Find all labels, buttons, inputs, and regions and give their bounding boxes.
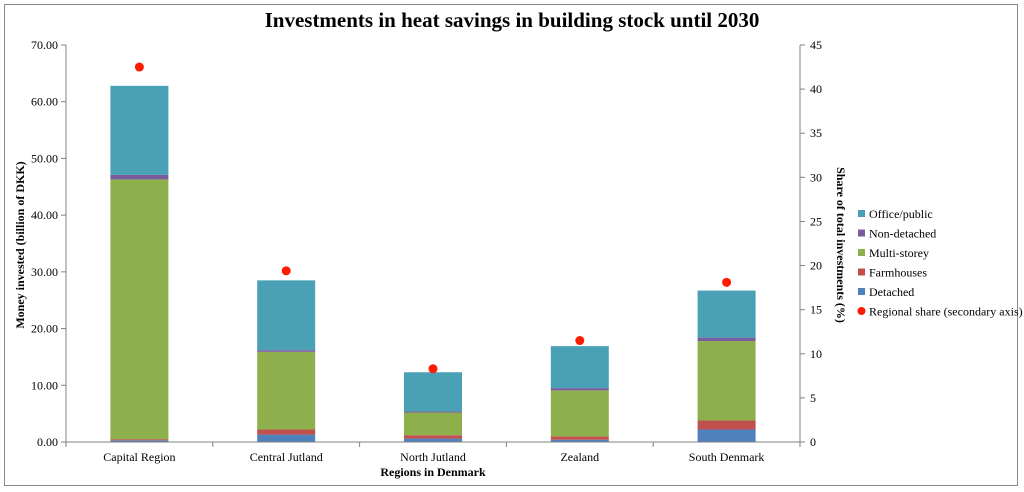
bar-detached [697, 429, 756, 442]
legend-label: Farmhouses [869, 266, 927, 280]
y2-tick-label: 40 [810, 82, 822, 96]
bar-non-detached [110, 174, 169, 180]
y2-tick-label: 20 [810, 259, 822, 273]
regional-share-point [575, 336, 585, 346]
y-tick-label: 70.00 [31, 38, 58, 52]
bar-detached [257, 434, 316, 442]
y-tick-label: 40.00 [31, 208, 58, 222]
y-axis-label: Money invested (billion of DKK) [13, 161, 27, 328]
chart-frame [4, 4, 1018, 486]
x-axis-label: Regions in Denmark [380, 465, 486, 479]
bar-farmhouses [550, 436, 609, 440]
y2-tick-label: 30 [810, 170, 822, 184]
bar-farmhouses [404, 435, 462, 439]
legend-label: Office/public [869, 207, 933, 221]
bar-non-detached [697, 337, 756, 342]
y2-tick-label: 35 [810, 126, 822, 140]
x-tick-label: Zealand [560, 450, 599, 464]
bar-non-detached [550, 388, 609, 391]
legend-label: Multi-storey [869, 246, 929, 260]
x-tick-label: South Denmark [689, 450, 765, 464]
x-tick-label: North Jutland [400, 450, 466, 464]
bar-detached [110, 440, 169, 442]
legend-label: Regional share (secondary axis) [869, 305, 1023, 319]
y2-tick-label: 0 [810, 435, 816, 449]
bar-multi-storey [110, 179, 169, 440]
regional-share-point [134, 62, 144, 72]
y-tick-label: 10.00 [31, 378, 58, 392]
bar-office-public [404, 372, 462, 412]
x-tick-label: Capital Region [103, 450, 175, 464]
regional-share-point [722, 277, 732, 287]
bar-multi-storey [697, 341, 756, 421]
legend-label: Detached [869, 285, 914, 299]
y2-tick-label: 15 [810, 303, 822, 317]
bar-detached [404, 438, 462, 442]
bar-non-detached [257, 350, 316, 352]
bar-multi-storey [550, 390, 609, 437]
legend-swatch [858, 268, 865, 276]
chart-title: Investments in heat savings in building … [265, 8, 760, 32]
bar-farmhouses [257, 429, 316, 435]
legend-marker [857, 307, 866, 315]
y-tick-label: 60.00 [31, 95, 58, 109]
legend-swatch [858, 229, 865, 237]
legend-swatch [858, 210, 865, 217]
bar-non-detached [404, 411, 462, 413]
legend-swatch [858, 249, 865, 256]
y-tick-label: 50.00 [31, 151, 58, 165]
y-tick-label: 0.00 [37, 435, 58, 449]
legend-swatch [858, 288, 865, 295]
bar-office-public [110, 85, 169, 175]
y-tick-label: 20.00 [31, 322, 58, 336]
y2-tick-label: 25 [810, 214, 822, 228]
x-tick-label: Central Jutland [250, 450, 323, 464]
bar-farmhouses [110, 439, 169, 441]
y2-tick-label: 10 [810, 347, 822, 361]
y2-tick-label: 45 [810, 38, 822, 52]
legend-label: Non-detached [869, 227, 936, 241]
y2-axis-label: Share of total investments (%) [834, 167, 848, 323]
bar-office-public [257, 280, 316, 351]
regional-share-point [428, 364, 438, 374]
bar-office-public [697, 290, 756, 338]
y2-tick-label: 5 [810, 391, 816, 405]
regional-share-point [281, 266, 291, 276]
bar-detached [550, 439, 609, 442]
y-tick-label: 30.00 [31, 265, 58, 279]
bar-office-public [550, 346, 609, 389]
bar-multi-storey [257, 351, 316, 430]
bar-farmhouses [697, 420, 756, 430]
bar-multi-storey [404, 412, 462, 436]
